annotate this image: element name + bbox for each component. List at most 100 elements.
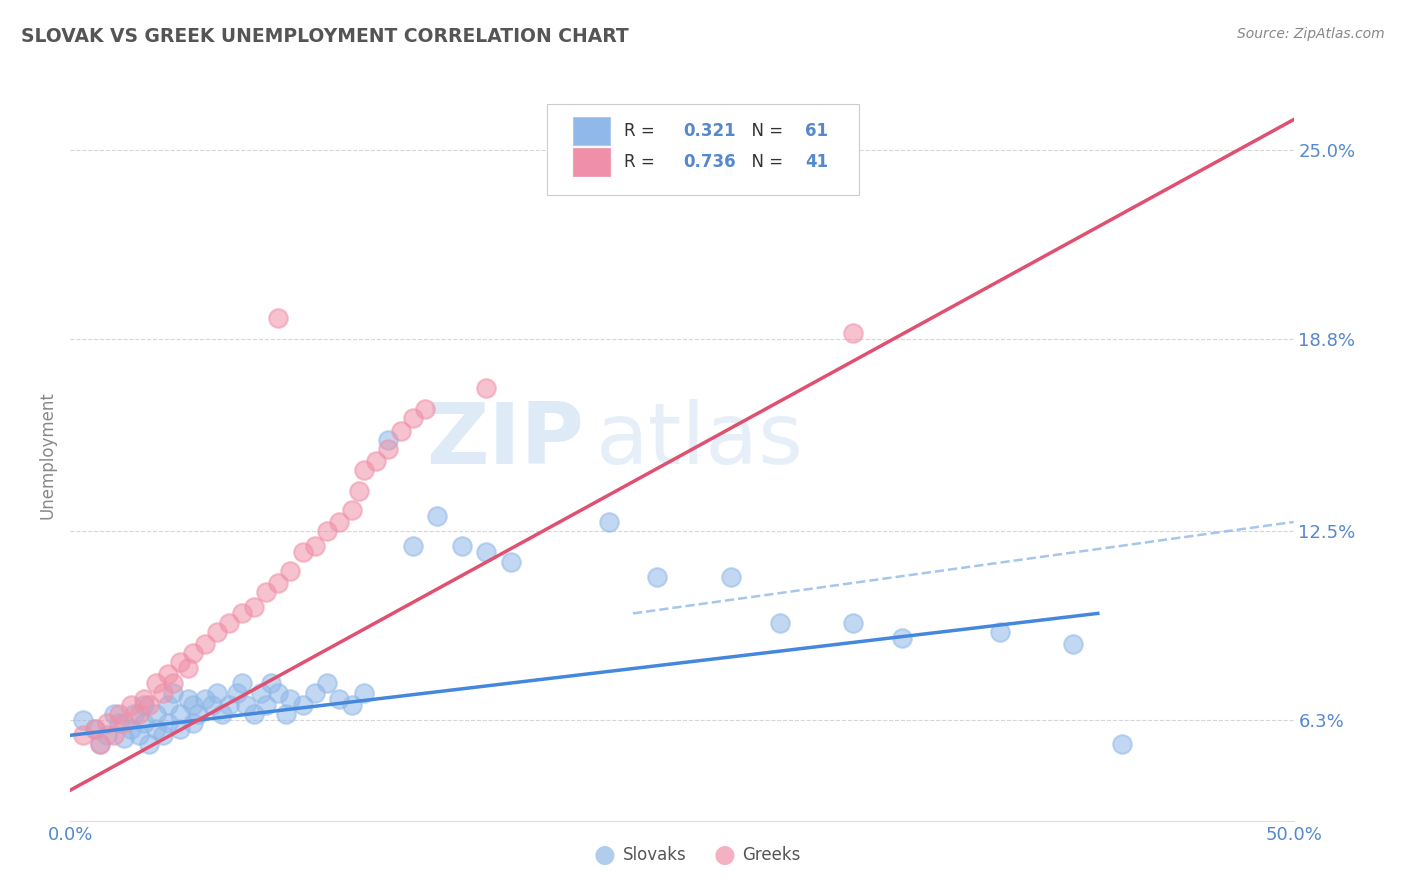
Point — [169, 706, 191, 721]
Point — [128, 706, 150, 721]
Point — [254, 698, 277, 712]
FancyBboxPatch shape — [547, 103, 859, 195]
Point — [205, 686, 228, 700]
Point — [112, 716, 135, 731]
Point — [231, 676, 253, 690]
Point — [145, 706, 167, 721]
Point — [647, 570, 669, 584]
Point — [108, 706, 131, 721]
Point — [353, 686, 375, 700]
Text: atlas: atlas — [596, 399, 804, 482]
Point — [254, 585, 277, 599]
Point — [157, 716, 180, 731]
Point — [186, 706, 208, 721]
Point — [181, 716, 204, 731]
Point — [598, 515, 620, 529]
Point — [89, 738, 111, 752]
Point — [225, 686, 247, 700]
Text: R =: R = — [624, 153, 661, 171]
Point — [103, 706, 125, 721]
Point — [132, 691, 155, 706]
Point — [267, 310, 290, 325]
Point — [194, 691, 217, 706]
Point — [475, 381, 498, 395]
Point — [402, 411, 425, 425]
Point — [316, 524, 339, 538]
Point — [304, 539, 326, 553]
Point — [316, 676, 339, 690]
Point — [205, 624, 228, 639]
Point — [218, 698, 240, 712]
Point — [720, 570, 742, 584]
Text: N =: N = — [741, 153, 787, 171]
Point — [1111, 738, 1133, 752]
Point — [231, 607, 253, 621]
Point — [152, 686, 174, 700]
Point — [121, 698, 143, 712]
Point — [169, 655, 191, 669]
Point — [83, 723, 105, 737]
Point — [72, 728, 94, 742]
Point — [89, 738, 111, 752]
Text: ZIP: ZIP — [426, 399, 583, 482]
Point — [128, 728, 150, 742]
Text: N =: N = — [741, 122, 787, 140]
Point — [280, 691, 302, 706]
Point — [499, 555, 522, 569]
Point — [138, 738, 160, 752]
Point — [177, 661, 200, 675]
Point — [181, 646, 204, 660]
Point — [177, 691, 200, 706]
Point — [243, 600, 266, 615]
Point — [450, 539, 472, 553]
Text: R =: R = — [624, 122, 661, 140]
Point — [96, 728, 118, 742]
Point — [103, 728, 125, 742]
Text: ●: ● — [713, 843, 735, 866]
Point — [181, 698, 204, 712]
Point — [280, 564, 302, 578]
Point — [267, 576, 290, 591]
Point — [475, 545, 498, 559]
Text: Source: ZipAtlas.com: Source: ZipAtlas.com — [1237, 27, 1385, 41]
Point — [402, 539, 425, 553]
Point — [340, 698, 363, 712]
Text: Greeks: Greeks — [742, 846, 801, 863]
Point — [340, 503, 363, 517]
Point — [328, 691, 350, 706]
Y-axis label: Unemployment: Unemployment — [38, 391, 56, 519]
Point — [162, 686, 184, 700]
Point — [138, 698, 160, 712]
Point — [157, 667, 180, 681]
Point — [842, 615, 865, 630]
Point — [145, 676, 167, 690]
Point — [145, 723, 167, 737]
Point — [194, 637, 217, 651]
Text: 0.736: 0.736 — [683, 153, 735, 171]
Point — [328, 515, 350, 529]
Point — [426, 508, 449, 523]
Text: SLOVAK VS GREEK UNEMPLOYMENT CORRELATION CHART: SLOVAK VS GREEK UNEMPLOYMENT CORRELATION… — [21, 27, 628, 45]
Point — [211, 706, 233, 721]
Text: 41: 41 — [806, 153, 828, 171]
Point — [377, 442, 399, 456]
Point — [218, 615, 240, 630]
Point — [152, 728, 174, 742]
Point — [769, 615, 792, 630]
Point — [260, 676, 283, 690]
Point — [132, 698, 155, 712]
Point — [1062, 637, 1084, 651]
Point — [83, 723, 105, 737]
Point — [274, 706, 297, 721]
Point — [988, 624, 1011, 639]
Point — [891, 631, 914, 645]
Point — [250, 686, 273, 700]
Point — [132, 716, 155, 731]
Point — [235, 698, 257, 712]
Point — [267, 686, 290, 700]
Point — [347, 484, 370, 499]
Point — [122, 706, 145, 721]
Text: 0.321: 0.321 — [683, 122, 735, 140]
Point — [162, 676, 184, 690]
Point — [353, 463, 375, 477]
